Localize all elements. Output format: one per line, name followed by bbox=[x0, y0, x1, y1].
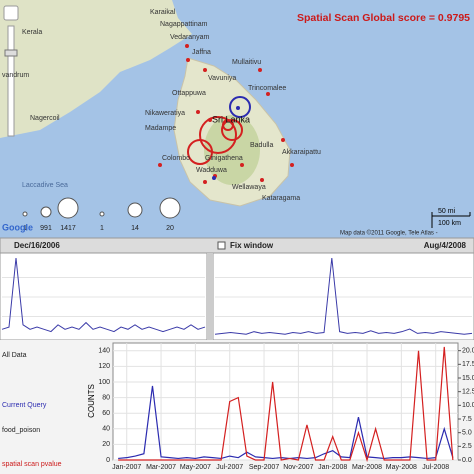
x-tick-label: Sep-2007 bbox=[249, 464, 279, 471]
legend-label: 1 bbox=[100, 225, 104, 232]
place-label: Ottappuwa bbox=[172, 90, 206, 97]
overview-divider[interactable] bbox=[207, 253, 213, 340]
overview-line bbox=[214, 257, 473, 335]
place-label: Vavuniya bbox=[208, 75, 236, 82]
place-label: Badulla bbox=[250, 142, 273, 149]
point-markers bbox=[158, 44, 294, 184]
place-label: Madampe bbox=[145, 125, 176, 132]
timeline-start: Dec/16/2006 bbox=[14, 241, 60, 250]
place-label: Nagercoil bbox=[30, 115, 60, 122]
y-tick-label: 40 bbox=[102, 426, 110, 433]
fix-window-label[interactable]: Fix window bbox=[230, 241, 274, 250]
y2-tick-label: 15.0 bbox=[462, 375, 474, 382]
place-label: Kataragama bbox=[262, 195, 300, 202]
place-label: Akkaraipattu bbox=[282, 149, 321, 156]
series-line bbox=[118, 385, 454, 460]
plot-area bbox=[112, 342, 459, 461]
y2-tick-label: 20.0 bbox=[462, 347, 474, 354]
place-label: Karaikal bbox=[150, 9, 176, 16]
place-label: Wadduwa bbox=[196, 167, 227, 174]
sidebar-item[interactable]: food_poison bbox=[2, 427, 40, 434]
point-markers-blue bbox=[212, 106, 240, 180]
size-legend bbox=[22, 197, 181, 219]
place-label: Jaffna bbox=[192, 49, 211, 56]
attribution: Map data ©2011 Google, Tele Atlas - bbox=[340, 230, 438, 237]
timeline-end: Aug/4/2008 bbox=[424, 241, 467, 250]
zoom-control[interactable] bbox=[3, 5, 19, 137]
y2-tick-label: 2.5 bbox=[462, 443, 472, 450]
x-tick-label: Jan-2008 bbox=[318, 464, 347, 471]
place-label: Kerala bbox=[22, 29, 42, 36]
fix-window-checkbox[interactable] bbox=[217, 241, 226, 250]
x-tick-label: Jan-2007 bbox=[112, 464, 141, 471]
sidebar-item[interactable]: spatial scan pvalue bbox=[2, 461, 62, 468]
x-tick-label: Jul-2008 bbox=[422, 464, 449, 471]
scan-circle-blue bbox=[229, 96, 251, 118]
legend-label: 20 bbox=[166, 225, 174, 232]
legend-label: 1 bbox=[23, 225, 27, 232]
x-tick-label: Mar-2008 bbox=[352, 464, 382, 471]
y2-tick-label: 7.5 bbox=[462, 416, 472, 423]
sea-label: Laccadive Sea bbox=[22, 182, 68, 189]
y2-tick-label: 10.0 bbox=[462, 402, 474, 409]
legend-label: 991 bbox=[40, 225, 52, 232]
place-label: Ginigathena bbox=[205, 155, 243, 162]
place-label: vandrum bbox=[2, 72, 29, 79]
y-axis-label: COUNTS bbox=[87, 384, 96, 418]
country-label: Sri Lanka bbox=[212, 114, 250, 124]
place-label: Trincomalee bbox=[248, 85, 286, 92]
y2-tick-label: 17.5 bbox=[462, 361, 474, 368]
highlands bbox=[204, 115, 260, 185]
y-tick-label: 140 bbox=[98, 348, 110, 355]
legend-label: 14 bbox=[131, 225, 139, 232]
google-logo[interactable]: Google bbox=[2, 222, 33, 232]
y2-tick-label: 0.0 bbox=[462, 457, 472, 464]
place-label: Nikaweratiya bbox=[145, 110, 185, 117]
y-tick-label: 80 bbox=[102, 394, 110, 401]
scan-circles bbox=[187, 116, 243, 165]
x-tick-label: Jul-2007 bbox=[216, 464, 243, 471]
y-tick-label: 120 bbox=[98, 363, 110, 370]
x-tick-label: Nov-2007 bbox=[283, 464, 313, 471]
place-label: Vedaranyam bbox=[170, 34, 209, 41]
y2-tick-label: 5.0 bbox=[462, 430, 472, 437]
x-tick-label: May-2007 bbox=[180, 464, 211, 471]
y-tick-label: 20 bbox=[102, 441, 110, 448]
sidebar-item[interactable]: All Data bbox=[2, 352, 27, 359]
legend-label: 1417 bbox=[60, 225, 76, 232]
place-label: Wellawaya bbox=[232, 184, 266, 191]
scale-label: 50 mi bbox=[438, 208, 456, 215]
y-tick-label: 100 bbox=[98, 379, 110, 386]
place-label: Colombo bbox=[162, 155, 190, 162]
map: Kerala Karaikal Nagappattinam Vedaranyam… bbox=[0, 0, 474, 238]
place-label: Nagappattinam bbox=[160, 21, 208, 28]
sidebar-item[interactable]: Current Query bbox=[2, 402, 47, 409]
map-title: Spatial Scan Global score = 0.9795 bbox=[297, 12, 470, 24]
y2-tick-label: 12.5 bbox=[462, 389, 474, 396]
scale-bar bbox=[431, 212, 471, 228]
scale-label: 100 km bbox=[438, 220, 461, 227]
series-line bbox=[118, 346, 454, 463]
x-tick-label: May-2008 bbox=[386, 464, 417, 471]
place-label: Mullaitivu bbox=[232, 59, 261, 66]
overview-line bbox=[1, 257, 206, 333]
india-land bbox=[0, 0, 192, 138]
y-tick-label: 60 bbox=[102, 410, 110, 417]
y-tick-label: 0 bbox=[106, 457, 110, 464]
x-tick-label: Mar-2007 bbox=[146, 464, 176, 471]
